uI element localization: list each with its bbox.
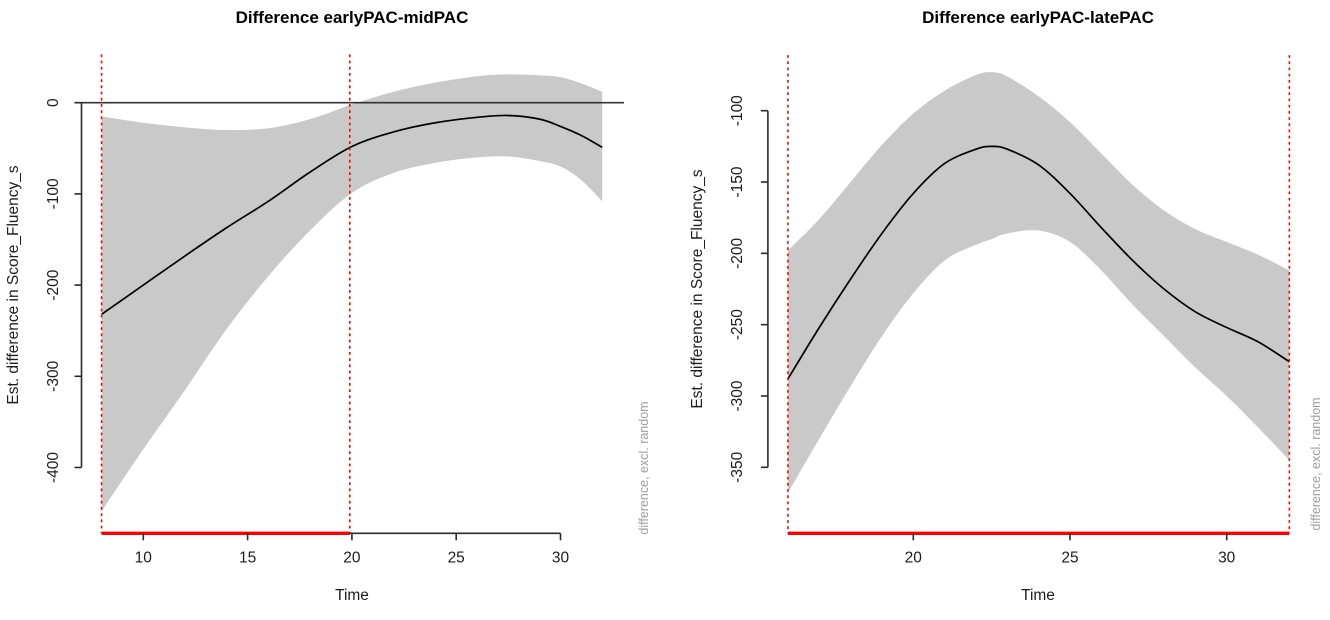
y-tick-label: -350 [729, 451, 746, 482]
x-tick-label: 20 [905, 549, 923, 566]
right-side-caption: difference, excl. random [1309, 397, 1323, 530]
y-tick-label: -100 [45, 178, 62, 209]
right-x-axis-label: Time [1021, 587, 1055, 604]
y-tick-label: -250 [729, 309, 746, 340]
x-tick-label: 25 [1061, 549, 1078, 566]
left-side-caption: difference, excl. random [637, 401, 651, 534]
y-tick-label: -200 [45, 269, 62, 300]
x-tick-label: 20 [343, 549, 361, 566]
right-plot-title: Difference earlyPAC-latePAC [922, 8, 1154, 27]
x-tick-label: 30 [552, 549, 570, 566]
y-tick-label: -300 [45, 360, 62, 391]
y-tick-label: -300 [729, 380, 746, 411]
y-tick-label: -400 [45, 452, 62, 483]
left-plot-title: Difference earlyPAC-midPAC [236, 8, 469, 27]
x-tick-label: 25 [448, 549, 465, 566]
left-y-axis-label: Est. difference in Score_Fluency_s [5, 165, 22, 404]
x-tick-label: 15 [239, 549, 256, 566]
x-tick-label: 10 [135, 549, 153, 566]
confidence-band [101, 74, 603, 512]
y-tick-label: -100 [729, 95, 746, 126]
left-x-axis-label: Time [335, 587, 369, 604]
plot-panel-right: 20 25 30 -100 -150 -200 -250 -300 -350 [729, 55, 1291, 566]
plot-panel-left: 10 15 20 25 30 0 -100 -200 -300 -400 [45, 54, 624, 566]
difference-smooth-line [101, 114, 603, 315]
y-tick-label: 0 [45, 98, 62, 107]
difference-smooth-line [787, 145, 1290, 380]
confidence-band [787, 72, 1290, 493]
right-y-axis-label: Est. difference in Score_Fluency_s [689, 169, 706, 408]
y-tick-label: -200 [729, 237, 746, 268]
y-tick-label: -150 [729, 166, 746, 197]
x-tick-label: 30 [1218, 549, 1236, 566]
